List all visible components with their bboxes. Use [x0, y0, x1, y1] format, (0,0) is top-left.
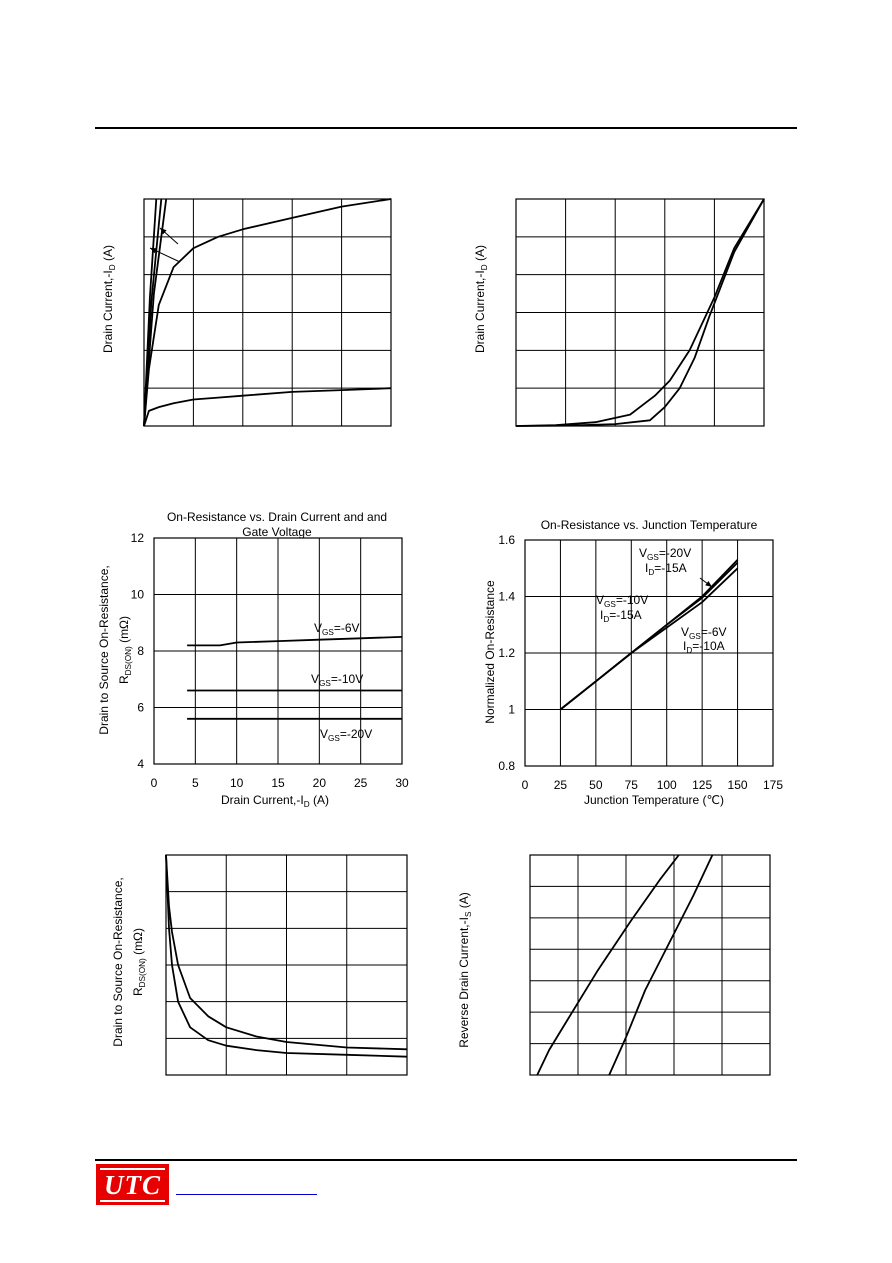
x-tick-label: 10 [230, 776, 244, 790]
series-line [608, 854, 714, 1076]
x-tick-label: 0 [151, 776, 158, 790]
plot-frame [529, 854, 771, 1076]
series-line [187, 636, 403, 647]
y-tick-label: 12 [131, 531, 145, 545]
annotation-arrowhead [705, 580, 712, 587]
x-tick-label: 125 [692, 778, 712, 792]
series-line [536, 854, 680, 1076]
curve-annotation: VGS=-20V [639, 546, 691, 562]
y-axis-label: Drain Current,-ID (A) [473, 245, 489, 353]
y-tick-label: 1 [508, 703, 515, 717]
chart-4: 0 25 50 75 100 125 150 175 0.8 1 1.2 1.4 1.6 On-Resis… [483, 518, 783, 807]
y-tick-label: 1.4 [498, 590, 515, 604]
x-axis-label: Junction Temperature (℃) [584, 793, 724, 807]
y-axis-label-line-2: RDS(ON) (mΩ) [131, 928, 147, 996]
y-tick-label: 1.6 [498, 533, 515, 547]
plot-frame [165, 854, 408, 1076]
x-tick-label: 0 [522, 778, 529, 792]
x-axis-label: Drain Current,-ID (A) [221, 793, 329, 809]
x-tick-label: 30 [395, 776, 409, 790]
y-tick-label: 0.8 [498, 759, 515, 773]
series-line [143, 387, 392, 427]
curve-annotation: VGS=-6V [681, 625, 727, 641]
x-tick-label: 50 [589, 778, 603, 792]
curve-annotation: ID=-10A [683, 639, 725, 655]
chart-title-line-2: Gate Voltage [242, 525, 312, 539]
header-rule [95, 127, 797, 129]
annotation-arrowhead [160, 228, 167, 235]
x-tick-label: 75 [625, 778, 639, 792]
series-line [143, 198, 158, 427]
plot-frame [515, 198, 765, 427]
x-tick-label: 20 [313, 776, 327, 790]
footer-link-underline[interactable] [176, 1194, 317, 1195]
utc-logo: UTC [96, 1164, 169, 1205]
series-line [559, 567, 739, 711]
x-tick-label: 5 [192, 776, 199, 790]
plot-frame [524, 539, 774, 767]
x-tick-label: 25 [354, 776, 368, 790]
plot-frame [153, 537, 403, 765]
chart-title-line-1: On-Resistance vs. Drain Current and and [167, 510, 387, 524]
y-axis-label: Normalized On-Resistance [483, 580, 497, 724]
series-line [515, 198, 765, 427]
curve-annotation: VGS=-10V [311, 672, 363, 688]
series-line [165, 854, 408, 1051]
y-tick-label: 8 [137, 644, 144, 658]
y-tick-label: 4 [137, 757, 144, 771]
y-axis-label-line-1: Drain to Source On-Resistance, [97, 565, 111, 734]
x-tick-label: 15 [271, 776, 285, 790]
y-tick-label: 1.2 [498, 646, 515, 660]
curve-annotation: VGS=-20V [320, 727, 372, 743]
footer-rule [95, 1159, 797, 1161]
series-line [143, 198, 392, 427]
x-tick-label: 25 [554, 778, 568, 792]
x-tick-label: 100 [657, 778, 677, 792]
curve-annotation: VGS=-6V [314, 621, 360, 637]
curve-annotation: ID=-15A [645, 561, 687, 577]
chart-title: On-Resistance vs. Junction Temperature [541, 518, 758, 532]
curve-annotation: VGS=-10V [596, 593, 648, 609]
plot-frame [143, 198, 392, 427]
x-tick-label: 150 [728, 778, 748, 792]
chart-5: Drain to Source On-Resistance, RDS(ON) (m… [111, 854, 408, 1076]
y-tick-label: 10 [131, 588, 145, 602]
chart-3: 0 5 10 15 20 25 30 4 6 8 10 12 On-Resistance vs. Dra… [97, 510, 409, 809]
chart-2: Drain Current,-ID (A) [473, 198, 765, 427]
logo-text: UTC [100, 1167, 165, 1202]
y-axis-label: Drain Current,-ID (A) [101, 245, 117, 353]
annotation-arrowhead [150, 248, 157, 254]
y-tick-label: 6 [137, 701, 144, 715]
y-axis-label: Reverse Drain Current,-IS (A) [457, 892, 473, 1048]
series-line [165, 854, 408, 1058]
y-axis-label-line-2: RDS(ON) (mΩ) [117, 616, 133, 684]
curve-annotation: ID=-15A [600, 608, 642, 624]
series-line [515, 198, 765, 427]
chart-6: Reverse Drain Current,-IS (A) [457, 854, 771, 1076]
chart-1: Drain Current,-ID (A) [101, 198, 392, 427]
x-tick-label: 175 [763, 778, 783, 792]
y-axis-label-line-1: Drain to Source On-Resistance, [111, 877, 125, 1046]
